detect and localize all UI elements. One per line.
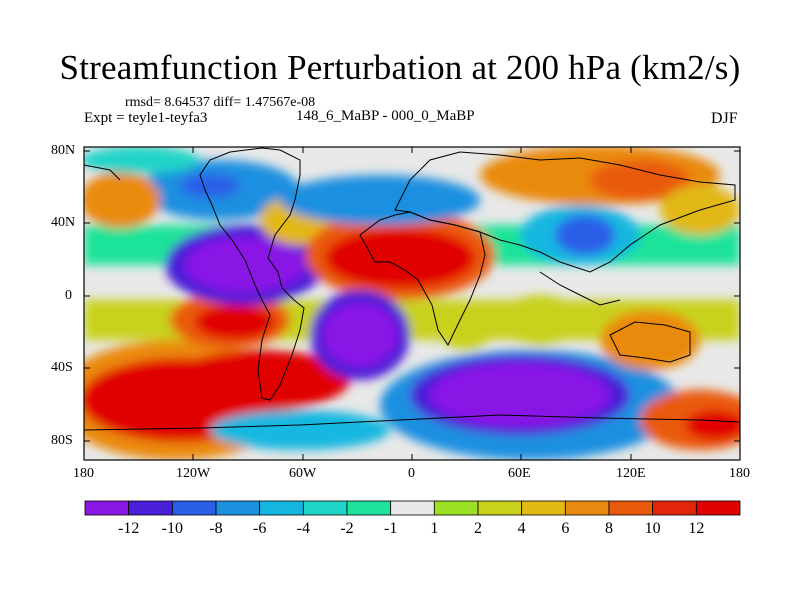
- lat-tick-80n: 80N: [51, 143, 76, 158]
- colorbar-label: -10: [162, 520, 183, 537]
- colorbar-label: 2: [474, 520, 482, 537]
- colorbar-label: 1: [430, 520, 438, 537]
- season-label: DJF: [711, 110, 738, 127]
- coastline: [84, 147, 740, 431]
- plot-title: Streamfunction Perturbation at 200 hPa (…: [59, 48, 741, 87]
- colorbar-label: -6: [253, 520, 266, 537]
- colorbar-swatch: [521, 500, 566, 516]
- lon-tick-180e: 180: [729, 466, 750, 481]
- lat-tick-0: 0: [65, 288, 72, 303]
- colorbar-swatch: [652, 500, 697, 516]
- lon-tick-120w: 120W: [176, 466, 211, 481]
- colorbar-swatch: [433, 500, 479, 516]
- lon-tick-60w: 60W: [289, 466, 317, 481]
- colorbar-label: -2: [340, 520, 353, 537]
- colorbar-label: 12: [688, 520, 704, 537]
- colorbar-label: -4: [297, 520, 310, 537]
- colorbar-swatch: [564, 500, 610, 516]
- rmsd-diff-stats: rmsd= 8.64537 diff= 1.47567e-08: [125, 95, 316, 110]
- colorbar-swatch: [346, 500, 392, 516]
- colorbar-label: -1: [384, 520, 397, 537]
- lat-tick-40n: 40N: [51, 215, 76, 230]
- lon-tick-180w: 180: [73, 466, 94, 481]
- lon-tick-60e: 60E: [508, 466, 531, 481]
- colorbar-swatch: [128, 500, 173, 516]
- colorbar-swatch: [477, 500, 523, 516]
- colorbar-label: 8: [605, 520, 613, 537]
- axis-ticks: [83, 147, 741, 460]
- lat-tick-40s: 40S: [51, 360, 73, 375]
- colorbar-label: 6: [561, 520, 569, 537]
- colorbar-swatch: [608, 500, 654, 516]
- experiment-label: Expt = teyle1-teyfa3: [84, 110, 208, 126]
- lon-tick-120e: 120E: [616, 466, 646, 481]
- colorbar-label: -8: [209, 520, 222, 537]
- lat-tick-80s: 80S: [51, 433, 73, 448]
- colorbar-swatch: [695, 500, 741, 516]
- colorbar-swatch: [84, 500, 130, 516]
- colorbar-swatch: [215, 500, 261, 516]
- colorbar-swatch: [390, 500, 435, 516]
- colorbar-swatch: [259, 500, 304, 516]
- period-label: 148_6_MaBP - 000_0_MaBP: [296, 108, 475, 124]
- colorbar-label: 10: [645, 520, 661, 537]
- colorbar: -12 -10 -8 -6 -4 -2 -1 1 2 4 6 8 10 12: [84, 500, 741, 537]
- colorbar-label: 4: [518, 520, 526, 537]
- lon-tick-0: 0: [408, 466, 415, 481]
- colorbar-swatch: [171, 500, 217, 516]
- colorbar-label: -12: [118, 520, 139, 537]
- streamfunction-field: [84, 147, 740, 460]
- colorbar-swatch: [302, 500, 348, 516]
